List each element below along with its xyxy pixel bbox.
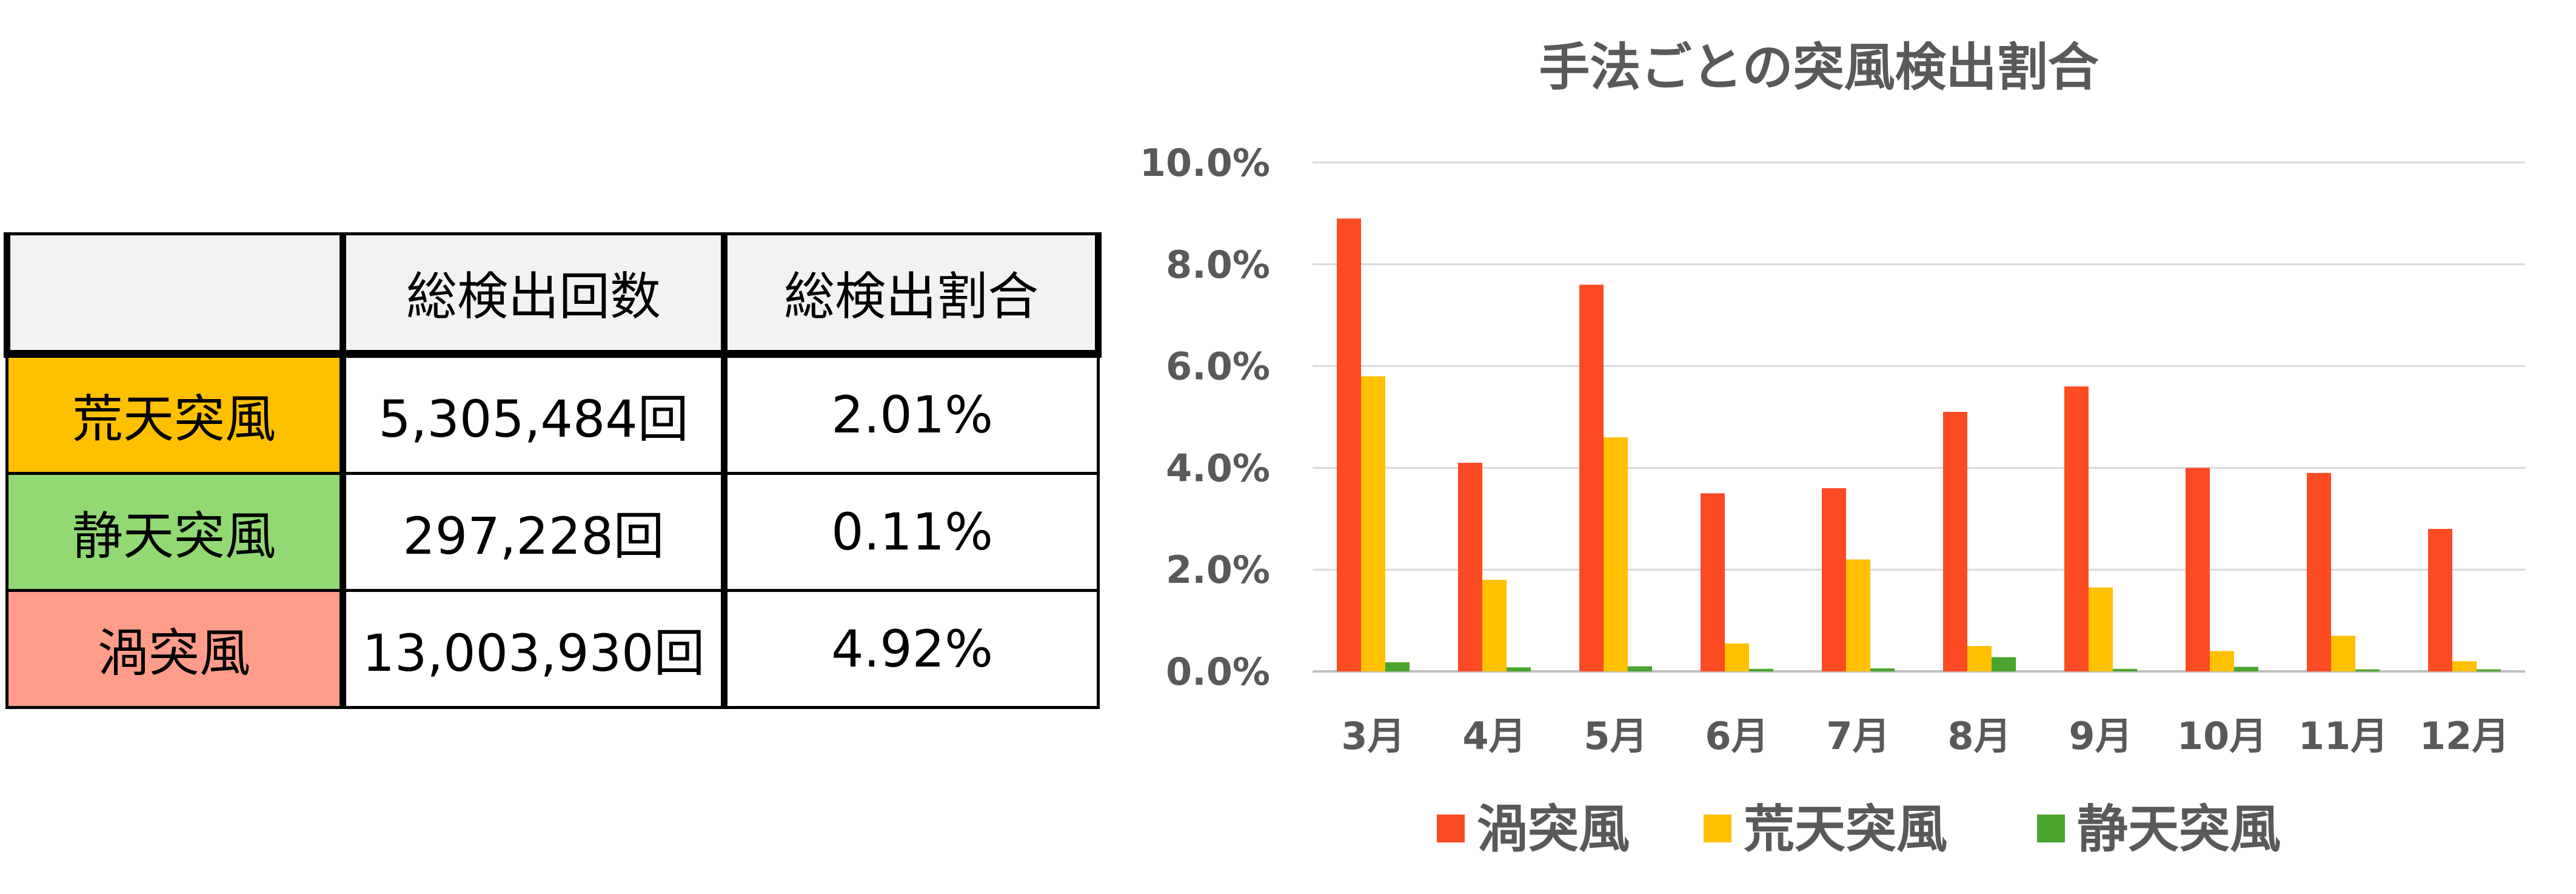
- header-cell-total-ratio: 総検出割合: [721, 232, 1102, 358]
- x-tick-label: 11月: [2298, 714, 2388, 758]
- header-cell-total-count: 総検出回数: [340, 232, 728, 358]
- bar: [2331, 636, 2355, 671]
- bar: [1992, 657, 2016, 671]
- x-tick-label: 5月: [1584, 714, 1647, 758]
- legend-swatch: [2037, 815, 2065, 842]
- bar: [2210, 651, 2234, 671]
- bar: [1628, 666, 1652, 671]
- table-row: 荒天突風 5,305,484回 2.01%: [5, 352, 1100, 475]
- bar: [1967, 646, 1992, 671]
- y-tick-label: 0.0%: [1166, 650, 1270, 694]
- table-row: 静天突風 297,228回 0.11%: [5, 472, 1100, 592]
- bars: [1337, 218, 2501, 671]
- bar: [2428, 529, 2452, 671]
- table-header-row: 総検出回数 総検出割合: [4, 232, 1102, 358]
- bar: [2307, 472, 2331, 671]
- count-cell: 13,003,930回: [340, 589, 726, 709]
- x-axis-ticks: 3月 4月 5月 6月 7月 8月 9月 10月 11月 12月: [1341, 714, 2509, 758]
- ratio-cell: 2.01%: [721, 352, 1100, 475]
- x-tick-label: 10月: [2177, 714, 2267, 758]
- x-tick-label: 7月: [1826, 714, 1890, 758]
- bar: [2113, 668, 2137, 671]
- bar: [1458, 463, 1482, 671]
- bar: [1943, 412, 1967, 671]
- table-row: 渦突風 13,003,930回 4.92%: [5, 589, 1100, 709]
- y-tick-label: 2.0%: [1166, 548, 1270, 592]
- bar: [1361, 376, 1385, 671]
- bar: [2064, 386, 2089, 671]
- bar: [1701, 493, 1725, 671]
- bar: [1385, 662, 1410, 671]
- x-tick-label: 4月: [1462, 714, 1526, 758]
- bar: [1846, 559, 1870, 671]
- bar: [1604, 437, 1628, 671]
- bar: [1870, 668, 1895, 671]
- y-tick-label: 8.0%: [1166, 243, 1270, 287]
- bar: [2355, 669, 2380, 671]
- chart-title: 手法ごとの突風検出割合: [1539, 38, 2098, 97]
- y-axis-ticks: 0.0% 2.0% 4.0% 6.0% 8.0% 10.0%: [1140, 141, 1270, 694]
- x-tick-label: 8月: [1947, 714, 2011, 758]
- bar: [1822, 488, 1846, 671]
- bar: [2186, 468, 2210, 671]
- bar: [2234, 667, 2258, 671]
- bar: [1337, 218, 1361, 671]
- count-cell: 5,305,484回: [340, 352, 726, 475]
- bar: [1725, 643, 1749, 671]
- legend-swatch: [1437, 815, 1465, 842]
- legend-label: 渦突風: [1477, 799, 1630, 859]
- y-tick-label: 6.0%: [1166, 344, 1270, 389]
- summary-table: 総検出回数 総検出割合 荒天突風 5,305,484回 2.01% 静天突風 2…: [4, 232, 1102, 709]
- legend-label: 荒天突風: [1744, 799, 1947, 859]
- x-tick-label: 3月: [1341, 714, 1405, 758]
- ratio-cell: 4.92%: [721, 589, 1100, 709]
- bar: [2477, 669, 2501, 671]
- bar: [2452, 661, 2477, 671]
- row-label-cell: 荒天突風: [5, 352, 344, 475]
- legend-label: 静天突風: [2077, 799, 2281, 859]
- bar: [1507, 667, 1531, 671]
- x-tick-label: 6月: [1705, 714, 1768, 758]
- row-label-cell: 渦突風: [5, 589, 344, 709]
- bar: [1482, 579, 1507, 671]
- legend: 渦突風 荒天突風 静天突風: [1437, 799, 2281, 859]
- bar: [1749, 668, 1773, 671]
- legend-swatch: [1704, 815, 1731, 842]
- row-label-cell: 静天突風: [5, 472, 344, 592]
- ratio-cell: 0.11%: [721, 472, 1100, 592]
- header-cell-blank: [4, 232, 346, 358]
- y-tick-label: 4.0%: [1166, 446, 1270, 490]
- count-cell: 297,228回: [340, 472, 726, 592]
- y-tick-label: 10.0%: [1140, 141, 1270, 185]
- x-tick-label: 12月: [2420, 714, 2509, 758]
- x-tick-label: 9月: [2069, 714, 2132, 758]
- bar: [1579, 284, 1604, 671]
- bar: [2089, 587, 2113, 671]
